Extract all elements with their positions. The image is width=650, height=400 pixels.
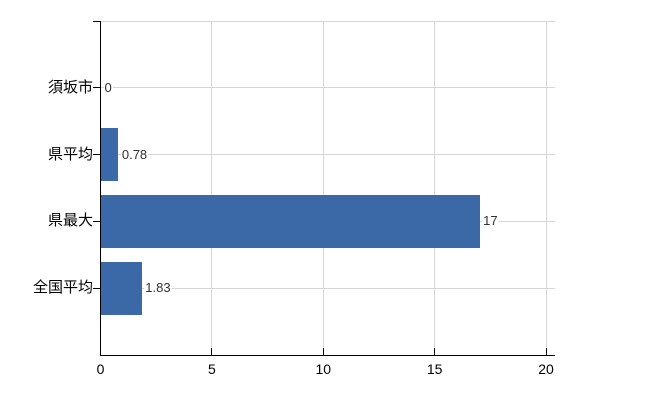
category-gridline (101, 287, 555, 289)
x-gridline (545, 22, 547, 355)
x-tick-label: 5 (207, 361, 216, 377)
x-tick-label: 15 (426, 361, 443, 377)
bar-県平均 (101, 128, 119, 182)
plot-area-top-border (101, 21, 555, 22)
bar-value-label: 0 (103, 78, 113, 97)
x-tick-label: 10 (315, 361, 332, 377)
y-axis-tick (93, 154, 100, 156)
y-axis-tick (93, 220, 100, 222)
x-tick-label: 20 (538, 361, 554, 377)
bar-県最大 (101, 194, 480, 248)
x-axis-tick (434, 348, 436, 355)
x-gridline (211, 22, 213, 355)
category-label: 全国平均 (32, 279, 93, 297)
bar-value-label: 1.83 (144, 279, 172, 298)
x-gridline (434, 22, 436, 355)
y-axis-tick (93, 87, 100, 89)
x-gridline (322, 22, 324, 355)
x-axis-tick (545, 348, 547, 355)
bar-全国平均 (101, 261, 142, 315)
category-label: 県平均 (47, 145, 93, 163)
bar-value-label: 17 (482, 212, 499, 231)
category-gridline (101, 154, 555, 156)
category-gridline (101, 87, 555, 89)
y-axis-tick (93, 287, 100, 289)
category-label: 須坂市 (47, 78, 93, 96)
x-tick-label: 0 (96, 361, 105, 377)
x-axis-line (100, 355, 555, 356)
category-label: 県最大 (47, 212, 93, 230)
y-axis-edge-tick (93, 21, 100, 22)
x-axis-tick (211, 348, 213, 355)
x-axis-tick (322, 348, 324, 355)
y-axis-line (100, 21, 101, 356)
bar-value-label: 0.78 (120, 145, 149, 164)
